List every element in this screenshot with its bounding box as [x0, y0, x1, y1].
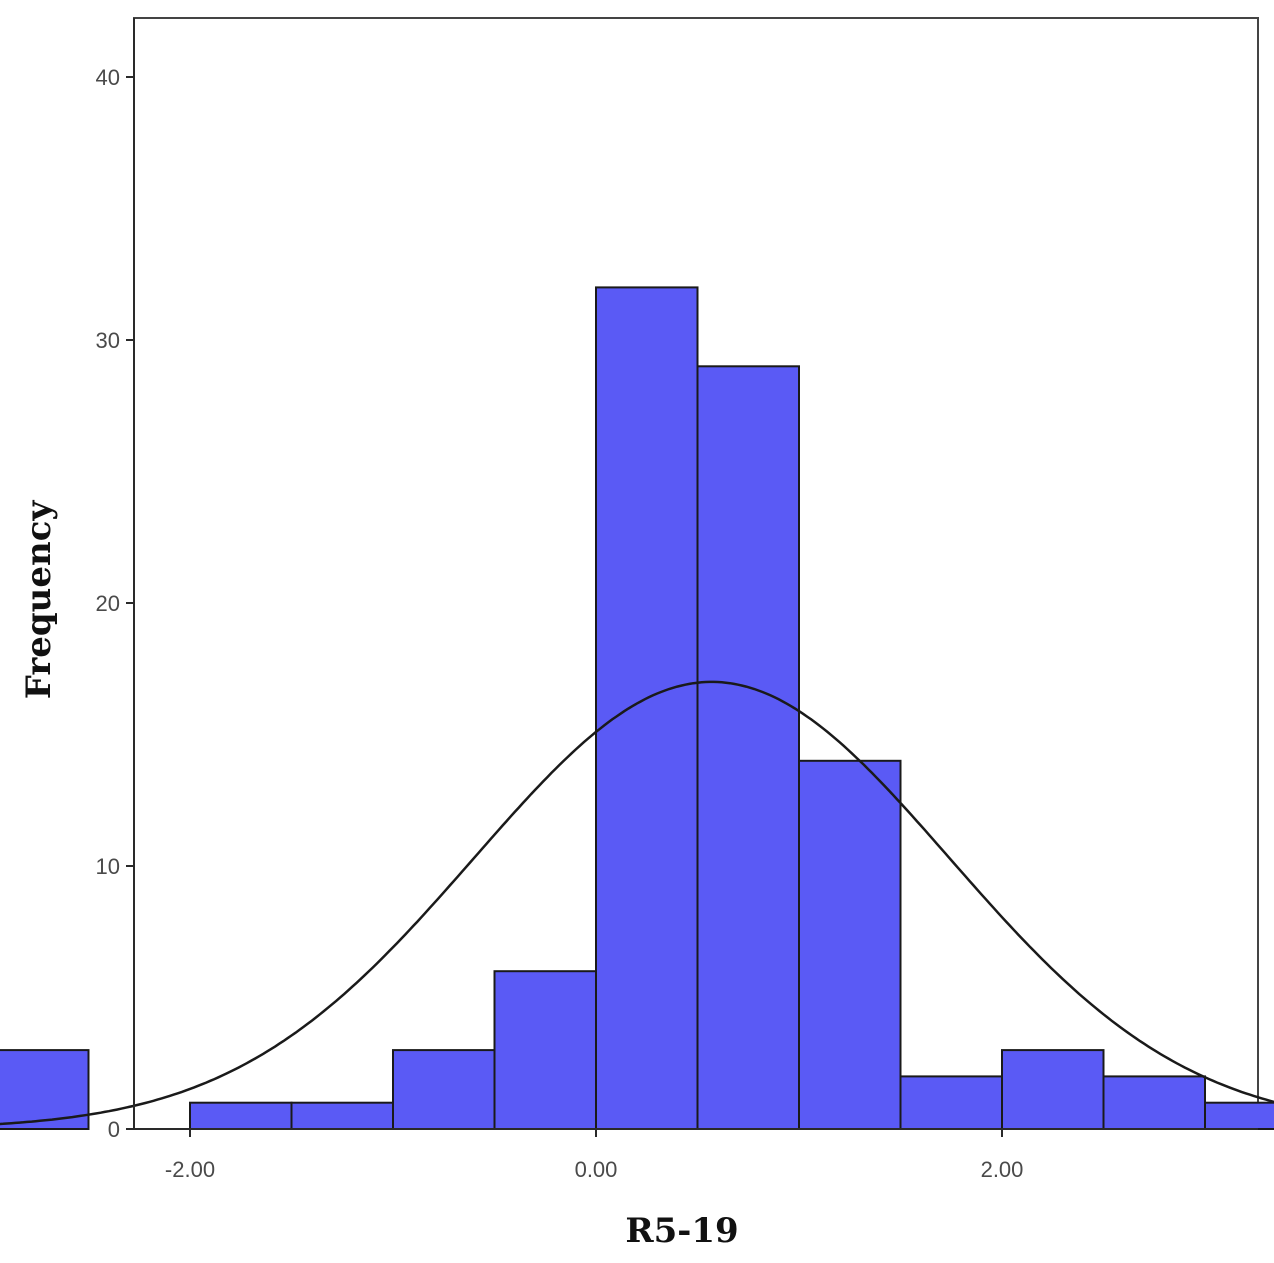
y-tick-label: 0 — [108, 1117, 120, 1142]
histogram-bar — [1001, 1049, 1105, 1130]
x-axis-title: R5-19 — [625, 1211, 738, 1251]
histogram-bar — [798, 759, 902, 1130]
x-tick-label: 2.00 — [981, 1157, 1024, 1182]
histogram-bar — [189, 1101, 293, 1130]
histogram-bar — [493, 970, 597, 1131]
histogram-bar — [696, 365, 800, 1130]
axes-layer — [133, 18, 1258, 1130]
histogram-bar — [595, 286, 699, 1130]
bars-layer — [0, 286, 1274, 1131]
x-tick-label: 0.00 — [575, 1157, 618, 1182]
histogram-bar — [1102, 1075, 1206, 1131]
histogram-bar — [290, 1101, 394, 1130]
y-tick-label: 40 — [96, 65, 120, 90]
y-tick-label: 20 — [96, 591, 120, 616]
y-tick-label: 30 — [96, 328, 120, 353]
histogram-bar — [1204, 1101, 1274, 1130]
y-tick-layer: 0 10 20 30 40 — [96, 65, 134, 1142]
x-tick-label: -2.00 — [165, 1157, 215, 1182]
y-tick-label: 10 — [96, 854, 120, 879]
x-tick-layer: -4.00-2.000.002.004.006.00 — [165, 1129, 1024, 1182]
histogram-bar — [392, 1049, 496, 1130]
normal-curve — [0, 680, 1274, 1126]
histogram-bar — [899, 1075, 1003, 1131]
y-axis-title: Frequency — [19, 500, 59, 700]
